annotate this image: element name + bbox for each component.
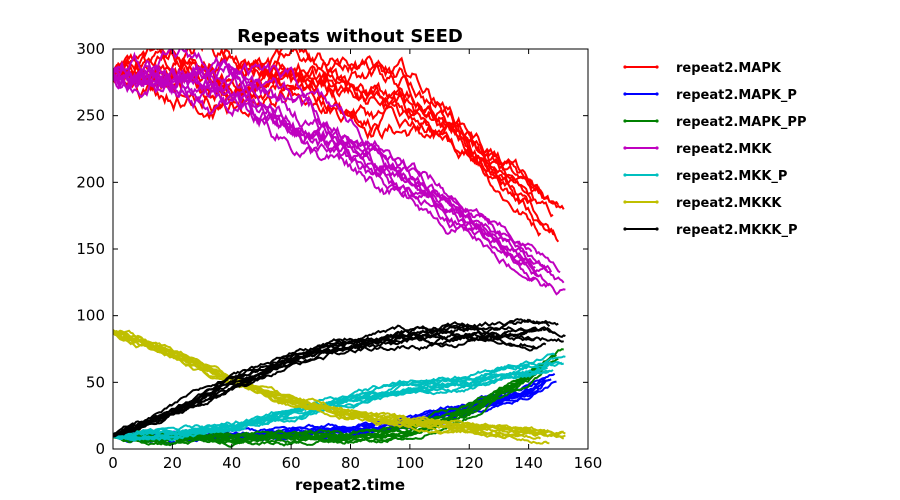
x-tick-label: 60 — [282, 454, 301, 472]
legend-marker — [623, 173, 627, 177]
legend-item: repeat2.MKKK — [623, 196, 782, 211]
legend-marker — [655, 173, 659, 177]
legend-item: repeat2.MAPK_P — [623, 88, 797, 103]
legend-marker — [655, 227, 659, 231]
legend-label: repeat2.MAPK_PP — [676, 115, 806, 130]
x-axis-ticks: 0 20 40 60 80 100 120 140 160 — [108, 49, 602, 472]
legend: repeat2.MAPK repeat2.MAPK_P repeat2.MAPK_P… — [623, 61, 806, 238]
legend-label: repeat2.MKKK_P — [676, 223, 798, 238]
legend-label: repeat2.MKKK — [676, 196, 782, 211]
replicate-line — [113, 335, 547, 438]
y-tick-label: 200 — [76, 173, 105, 191]
legend-marker — [623, 65, 627, 69]
x-tick-label: 120 — [455, 454, 484, 472]
x-tick-label: 0 — [108, 454, 118, 472]
legend-label: repeat2.MAPK_P — [676, 88, 797, 103]
x-tick-label: 40 — [222, 454, 241, 472]
x-tick-label: 80 — [341, 454, 360, 472]
y-tick-label: 150 — [76, 240, 105, 258]
x-tick-label: 20 — [163, 454, 182, 472]
replicate-line — [113, 328, 534, 437]
x-tick-label: 140 — [514, 454, 543, 472]
replicate-line — [113, 318, 559, 438]
legend-marker — [655, 200, 659, 204]
legend-item: repeat2.MAPK — [623, 61, 782, 76]
legend-item: repeat2.MKKK_P — [623, 223, 798, 238]
replicate-line — [113, 366, 538, 448]
legend-marker — [655, 92, 659, 96]
legend-label: repeat2.MKK_P — [676, 169, 787, 184]
legend-marker — [655, 65, 659, 69]
series-repeat2-mkkk-p — [113, 318, 566, 438]
replicate-line — [113, 354, 557, 445]
legend-marker — [623, 200, 627, 204]
series-repeat2-mkkk — [113, 329, 566, 445]
x-tick-label: 100 — [396, 454, 425, 472]
replicate-line — [113, 59, 539, 278]
legend-marker — [623, 227, 627, 231]
legend-marker — [655, 146, 659, 150]
replicate-line — [113, 49, 541, 195]
legend-marker — [655, 119, 659, 123]
legend-item: repeat2.MAPK_PP — [623, 115, 806, 130]
replicate-line — [113, 55, 533, 253]
y-tick-label: 250 — [76, 107, 105, 125]
y-tick-label: 300 — [76, 40, 105, 58]
replicate-line — [113, 60, 565, 210]
x-axis-label: repeat2.time — [295, 476, 405, 494]
legend-marker — [623, 146, 627, 150]
x-tick-label: 160 — [574, 454, 603, 472]
chart-title: Repeats without SEED — [237, 26, 463, 47]
plot-area: 0 20 40 60 80 100 120 140 160 0 50 100 150 200 250 300 — [76, 40, 602, 472]
series-lines — [113, 49, 566, 448]
series-repeat2-mkk — [113, 49, 566, 296]
replicate-line — [113, 329, 531, 431]
replicate-line — [113, 330, 542, 440]
y-tick-label: 0 — [95, 440, 105, 458]
legend-label: repeat2.MAPK — [676, 61, 782, 76]
legend-item: repeat2.MKK — [623, 142, 772, 157]
y-axis-ticks: 0 50 100 150 200 250 300 — [76, 40, 588, 458]
legend-marker — [623, 119, 627, 123]
y-tick-label: 100 — [76, 307, 105, 325]
y-tick-label: 50 — [86, 373, 105, 391]
legend-marker — [623, 92, 627, 96]
replicate-line — [113, 334, 537, 436]
legend-item: repeat2.MKK_P — [623, 169, 787, 184]
legend-label: repeat2.MKK — [676, 142, 772, 157]
